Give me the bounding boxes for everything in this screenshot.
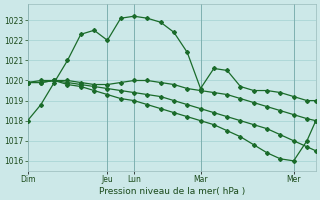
X-axis label: Pression niveau de la mer( hPa ): Pression niveau de la mer( hPa ) [99, 187, 245, 196]
